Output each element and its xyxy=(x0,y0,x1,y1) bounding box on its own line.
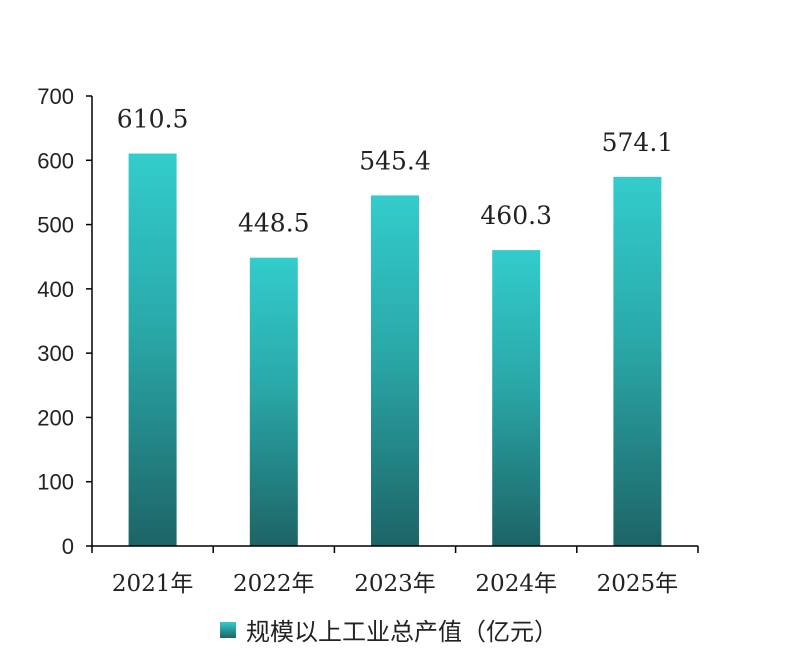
labels-group: 610.5 2021年 448.5 2022年 545.4 2023年 460.3 2024年… xyxy=(37,84,678,597)
data-label: 610.5 xyxy=(117,105,189,134)
data-label: 545.4 xyxy=(359,146,431,175)
legend-swatch xyxy=(220,621,236,638)
y-tick-label: 500 xyxy=(37,213,74,238)
x-tick-label: 2023年 xyxy=(354,571,436,597)
bar xyxy=(613,176,662,546)
legend-label: 规模以上工业总产值（亿元） xyxy=(246,618,558,646)
y-tick-label: 400 xyxy=(37,277,74,302)
legend: 规模以上工业总产值（亿元） xyxy=(220,612,558,647)
bar xyxy=(249,257,298,546)
y-tick-label: 0 xyxy=(62,534,74,559)
data-label: 448.5 xyxy=(238,209,310,238)
y-tick-label: 600 xyxy=(37,148,74,173)
x-tick-label: 2021年 xyxy=(112,571,194,597)
x-tick-label: 2022年 xyxy=(233,571,315,597)
x-tick-label: 2025年 xyxy=(597,571,679,597)
y-tick-label: 200 xyxy=(37,405,74,430)
y-tick-label: 300 xyxy=(37,341,74,366)
axes-group xyxy=(86,95,699,553)
y-tick-label: 100 xyxy=(37,470,74,495)
bars-group xyxy=(128,153,662,547)
data-label: 460.3 xyxy=(480,201,552,230)
y-tick-label: 700 xyxy=(37,84,74,109)
bar xyxy=(128,153,177,547)
bar xyxy=(371,195,419,546)
x-tick-label: 2024年 xyxy=(475,571,557,597)
bar xyxy=(492,250,541,547)
data-label: 574.1 xyxy=(602,128,674,157)
